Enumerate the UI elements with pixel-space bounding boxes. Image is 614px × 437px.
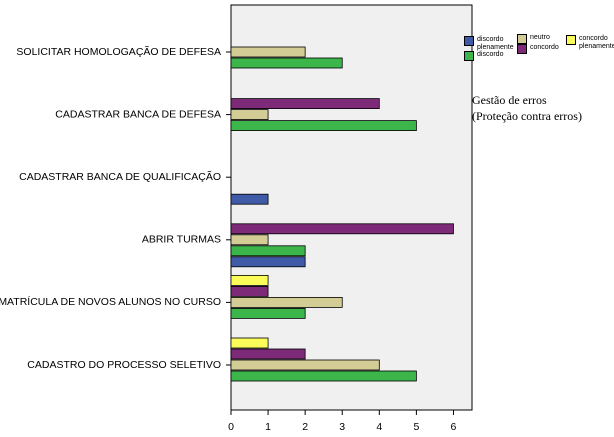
y-tick-label: CADASTRAR BANCA DE DEFESA xyxy=(55,108,221,120)
bar xyxy=(230,256,306,268)
x-tick-label: 4 xyxy=(376,421,382,433)
x-tick-label: 2 xyxy=(302,421,308,433)
legend-label: discordo xyxy=(477,51,504,58)
bar xyxy=(230,285,269,297)
bar xyxy=(230,370,417,382)
y-tick-label: CADASTRAR BANCA DE QUALIFICAÇÃO xyxy=(19,170,221,183)
plot-area xyxy=(230,4,473,411)
legend-swatch xyxy=(464,51,474,61)
legend-item: concordo plenamente xyxy=(566,35,614,51)
bar xyxy=(230,307,306,319)
legend-item: concordo xyxy=(517,44,563,54)
x-tick-label: 5 xyxy=(413,421,419,433)
bar xyxy=(230,274,269,286)
y-tick-label: SOLICITAR HOMOLOGAÇÃO DE DEFESA xyxy=(16,45,221,58)
legend-label: concordo plenamente xyxy=(579,35,614,50)
legend-label: neutro xyxy=(530,34,550,41)
annotation: (Proteção contra erros) xyxy=(472,109,582,123)
bar xyxy=(230,109,269,120)
x-tick-label: 0 xyxy=(228,421,234,433)
bar xyxy=(230,193,269,205)
y-tick-label: MATRÍCULA DE NOVOS ALUNOS NO CURSO xyxy=(0,295,221,308)
legend-label: discordo plenamente xyxy=(477,36,514,51)
bar xyxy=(230,223,454,235)
bar xyxy=(230,57,343,69)
legend-swatch xyxy=(517,44,527,54)
y-tick-label: CADASTRO DO PROCESSO SELETIVO xyxy=(27,359,221,371)
bar xyxy=(230,234,269,246)
bar xyxy=(230,98,380,109)
bar xyxy=(230,348,306,360)
legend-label: concordo xyxy=(530,44,559,51)
bar xyxy=(230,245,306,257)
legend-swatch xyxy=(464,36,474,46)
legend-item: neutro xyxy=(517,34,563,44)
legend-swatch xyxy=(517,34,527,44)
bar xyxy=(230,46,306,58)
legend-item: discordo xyxy=(464,51,515,61)
bar xyxy=(230,337,269,349)
legend-item: discordo plenamente xyxy=(464,36,515,52)
x-tick-label: 3 xyxy=(339,421,345,433)
bar xyxy=(230,359,380,371)
y-tick-label: ABRIR TURMAS xyxy=(142,234,221,246)
x-tick-label: 6 xyxy=(451,421,457,433)
annotation: Gestão de erros xyxy=(472,93,547,107)
legend-swatch xyxy=(566,35,576,45)
x-tick-label: 1 xyxy=(265,421,271,433)
bar xyxy=(230,296,343,308)
bar xyxy=(230,120,417,131)
